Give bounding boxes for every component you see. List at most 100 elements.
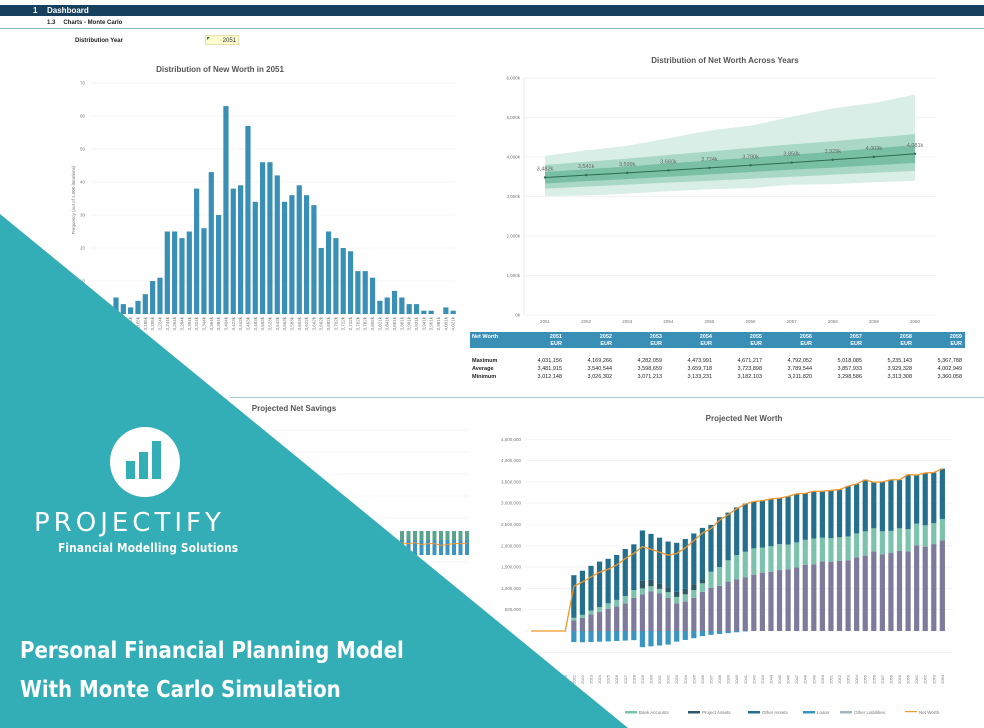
stacked-bar-segment (768, 546, 774, 572)
histogram-bar (428, 310, 434, 314)
table-cell: 3,857,933 (837, 366, 862, 372)
y-tick-label: 30 (80, 213, 86, 218)
x-tick-label: 2050 (820, 674, 825, 684)
stacked-bar-segment (699, 527, 705, 580)
distribution-year-input[interactable]: 2051 (205, 35, 239, 45)
y-tick-label: 4,000k (506, 155, 520, 160)
x-tick-label: 3,702k (333, 316, 338, 330)
histogram-y-axis-label: Frequency (out of 1,000 iterations) (71, 165, 76, 234)
stacked-bar-segment (614, 554, 620, 600)
x-tick-label: 2054 (854, 674, 859, 684)
stacked-bar-segment (708, 587, 714, 631)
stacked-bar-segment (648, 631, 654, 647)
x-tick-label: 2026 (614, 674, 619, 684)
x-tick-label: 3,802k (370, 316, 375, 330)
table-cell: 3,540,544 (587, 366, 612, 372)
stacked-bar-segment (699, 591, 705, 631)
x-tick-label: 3,503k (260, 316, 265, 330)
stacked-bar-segment (665, 541, 671, 588)
table-cell: 4,169,266 (587, 358, 612, 364)
table-currency-header: EUR (550, 341, 562, 347)
table-cell: 3,313,308 (887, 374, 912, 380)
y-tick-label: 2,000k (506, 234, 520, 239)
histogram-bar (325, 231, 332, 314)
x-tick-label: 2062 (923, 674, 928, 684)
fan-chart: 0k 1,000k 2,000k 3,000k 4,000k 5,000k 6,000k 3,… (506, 76, 936, 324)
histogram-bar (413, 304, 420, 314)
x-tick-label: 3,463k (245, 316, 250, 330)
table-currency-header: EUR (650, 341, 662, 347)
stacked-bar-segment (819, 561, 825, 631)
stacked-bar-segment (656, 631, 663, 646)
x-tick-label: 2059 (897, 674, 902, 684)
x-tick-label: 2034 (683, 674, 688, 684)
stacked-bar-segment (725, 582, 731, 631)
stacked-bar-segment (708, 631, 714, 635)
histogram-bar (281, 201, 288, 314)
stacked-bar-segment (665, 592, 671, 598)
stacked-bar-segment (674, 542, 680, 592)
stacked-bar-segment (699, 583, 705, 592)
histogram-bar (179, 238, 185, 314)
x-tick-label: 2030 (648, 674, 653, 684)
mean-data-label: 3,790k (742, 154, 759, 160)
stacked-bar-segment (571, 575, 577, 618)
y-tick-label: 4,000,000 (501, 458, 522, 463)
section-divider (230, 397, 984, 398)
stacked-bar-segment (725, 512, 731, 561)
stacked-bar-segment (836, 537, 843, 561)
stacked-bar-segment (622, 596, 628, 604)
table-year-header: 2052 (599, 334, 612, 340)
table-cell: 3,133,231 (687, 374, 712, 380)
legend-label: Bank Accounts (639, 710, 670, 715)
histogram-bar (450, 310, 456, 314)
x-tick-label: 2055 (704, 319, 715, 324)
stacked-bar-segment (725, 560, 731, 583)
stacked-bar-segment (828, 538, 834, 562)
stacked-bar-segment (588, 565, 594, 611)
table-cell: 3,071,213 (637, 374, 662, 380)
stacked-bar-segment (708, 571, 714, 588)
y-tick-label: 5,000k (506, 115, 520, 120)
table-cell: 4,002,949 (937, 366, 962, 372)
x-tick-label: 2049 (811, 674, 816, 684)
stacked-bar-segment (622, 603, 628, 631)
stacked-bar-segment (605, 603, 611, 609)
stacked-bar-segment (888, 479, 894, 531)
histogram-bar (377, 300, 383, 314)
stacked-bar-segment (725, 631, 731, 634)
mean-point (543, 176, 547, 179)
stacked-bar-segment (931, 523, 937, 545)
savings-bar-negative (426, 540, 430, 555)
legend-label: Project Assets (702, 710, 731, 715)
x-tick-label: 3,543k (275, 316, 280, 330)
table-cell: 4,473,991 (687, 358, 712, 364)
stacked-bar-segment (622, 548, 628, 597)
x-tick-label: 2031 (657, 674, 662, 684)
stacked-bar-segment (785, 496, 791, 545)
headline: Personal Financial Planning Model With M… (20, 632, 404, 710)
stacked-bar-segment (854, 484, 860, 534)
mean-point (790, 161, 793, 164)
stacked-bar-segment (828, 490, 834, 539)
stacked-bar-segment (862, 555, 868, 631)
x-tick-label: 2033 (674, 674, 679, 684)
x-tick-label: 4,001k (443, 316, 448, 330)
mean-data-label: 3,541k (578, 164, 595, 170)
mean-point (584, 173, 588, 177)
x-tick-label: 3,841k (385, 316, 390, 330)
x-tick-label: 2025 (606, 674, 611, 684)
stacked-bar-segment (742, 503, 748, 552)
inner-band (545, 145, 915, 184)
stacked-bar-segment (845, 536, 851, 561)
x-tick-label: 2053 (622, 319, 633, 324)
stacked-bar-segment (716, 585, 723, 631)
stacked-bar-segment (691, 631, 697, 639)
mean-point (667, 169, 670, 172)
stacked-bar-segment (588, 631, 594, 643)
stacked-bar-segment (811, 564, 817, 631)
stacked-bar-segment (571, 617, 577, 621)
table-cell: 3,481,915 (537, 366, 562, 372)
stacked-bar-segment (691, 584, 697, 591)
